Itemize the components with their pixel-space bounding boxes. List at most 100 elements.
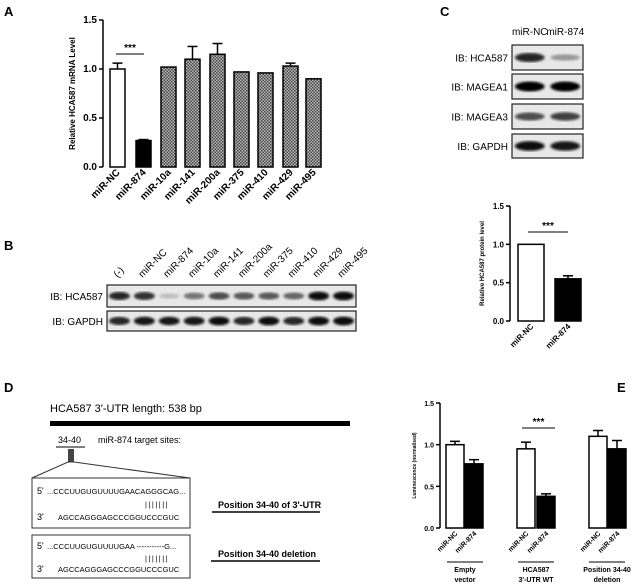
del-box	[31, 534, 191, 579]
del-seq-5: ...CCCUUGUGUUUUGAA -----------G...	[47, 542, 176, 551]
blot-row-label: IB: HCA587	[50, 292, 103, 303]
y-tick-label: 0.5	[83, 113, 97, 124]
x-tick-label: miR-874	[544, 322, 573, 351]
wt-5prime: 5'	[37, 486, 44, 496]
blot-band	[133, 292, 155, 300]
significance-stars: ***	[533, 417, 545, 428]
bar	[464, 463, 484, 529]
blot-row-label: IB: GAPDH	[457, 142, 508, 153]
del-label: Position 34-40 deletion	[218, 549, 316, 559]
del-5prime: 5'	[37, 541, 44, 551]
site-label: 34-40	[58, 435, 81, 445]
panel-label-d: D	[4, 380, 13, 395]
bar	[135, 139, 152, 168]
bar	[536, 495, 556, 529]
bar	[109, 68, 126, 168]
bar	[554, 278, 582, 322]
blot-band	[158, 316, 180, 326]
y-tick-label: 0.0	[493, 317, 505, 326]
bar	[160, 66, 177, 168]
wt-pairs: |||||||	[145, 500, 169, 509]
wt-3prime: 3'	[37, 512, 44, 522]
blot-band	[108, 316, 130, 326]
bar	[517, 243, 545, 322]
bar	[588, 435, 608, 529]
chart-e: 0.0 0.5 1.0 1.5 Luminescence (normalised) miR…	[412, 401, 631, 584]
group-label: vector	[454, 577, 475, 584]
lane-label: miR-NC	[512, 27, 548, 38]
lane-label: (-)	[112, 265, 127, 280]
bar	[257, 72, 274, 168]
blot-band	[258, 292, 280, 300]
group-label: 3'-UTR WT	[518, 577, 554, 584]
blot-band	[233, 316, 255, 326]
del-3prime: 3'	[37, 564, 44, 574]
blot-band	[514, 81, 545, 92]
lane-label: miR-874	[546, 27, 584, 38]
blot-band	[514, 141, 545, 151]
site-mark	[68, 449, 74, 462]
group-label: Position 34-40	[583, 567, 631, 574]
wt-box	[31, 477, 191, 529]
significance-stars: ***	[542, 221, 554, 232]
wt-label: Position 34-40 of 3'-UTR	[218, 500, 322, 510]
blot-band	[550, 54, 581, 61]
target-sites-label: miR-874 target sites:	[98, 435, 181, 445]
blot-band	[108, 291, 130, 301]
blot-band	[550, 112, 581, 121]
y-axis-label: Relative HCA587 mRNA Level	[68, 37, 77, 150]
blot-band	[514, 52, 545, 63]
panel-label-a: A	[4, 4, 14, 19]
bar	[305, 78, 322, 168]
y-tick-label: 0.0	[424, 526, 434, 533]
blot-band	[283, 316, 305, 326]
blot-band	[308, 316, 330, 326]
blot-band	[550, 141, 581, 151]
y-axis-label: Relative HCA587 protein level	[480, 221, 486, 306]
group-label: deletion	[594, 577, 621, 584]
blot-band	[183, 316, 205, 326]
blot-row-label: IB: GAPDH	[52, 317, 103, 328]
blot-band	[208, 316, 230, 326]
y-tick-label: 1.0	[493, 240, 505, 249]
y-tick-label: 0.5	[493, 279, 505, 288]
del-pairs: |||||||	[145, 554, 169, 563]
blot-row-label: IB: HCA587	[455, 54, 508, 65]
blot-band	[333, 316, 355, 326]
x-tick-label: miR-NC	[508, 322, 535, 349]
bar	[184, 58, 201, 168]
x-tick-label: miR-874	[526, 530, 550, 554]
wt-seq-5: ...CCCUUGUGUUUUGAACAGGGCAG...	[47, 487, 185, 496]
blot-membrane	[106, 310, 357, 332]
blot-band	[158, 293, 180, 299]
y-tick-label: 0.0	[83, 162, 97, 173]
blot-band	[183, 292, 205, 300]
bar	[607, 448, 627, 529]
blot-band	[258, 316, 280, 326]
bar	[233, 71, 250, 168]
blot-band	[233, 292, 255, 300]
del-seq-3: AGCCAGGGAGCCCGGUCCCGUC	[58, 565, 180, 574]
group-label: HCA587	[523, 567, 550, 574]
blot-band	[514, 112, 545, 121]
blot-row-label: IB: MAGEA3	[451, 113, 508, 124]
blot-band	[308, 291, 330, 301]
blot-c: IB: HCA587 IB: MAGEA1 IB: MAGEA3 IB: GAPDH m…	[451, 27, 585, 159]
y-tick-label: 1.5	[83, 15, 97, 26]
blot-band	[283, 292, 305, 300]
wt-seq-3: AGCCAGGGAGCCCGGUCCCGUC	[58, 513, 180, 522]
group-label: Empty	[454, 567, 476, 574]
blot-band	[208, 292, 230, 300]
panel-label-b: B	[4, 238, 13, 253]
bar	[445, 443, 465, 529]
chart-c: 0.0 0.5 1.0 1.5 Relative HCA587 protein leve…	[480, 202, 582, 351]
panel-d-diagram: HCA587 3'-UTR length: 538 bp 34-40 miR-8…	[31, 403, 350, 579]
utr-bar	[50, 421, 350, 426]
significance-stars: ***	[124, 43, 136, 54]
y-tick-label: 1.5	[493, 202, 505, 211]
blot-membrane	[106, 284, 357, 308]
blot-band	[333, 291, 355, 301]
